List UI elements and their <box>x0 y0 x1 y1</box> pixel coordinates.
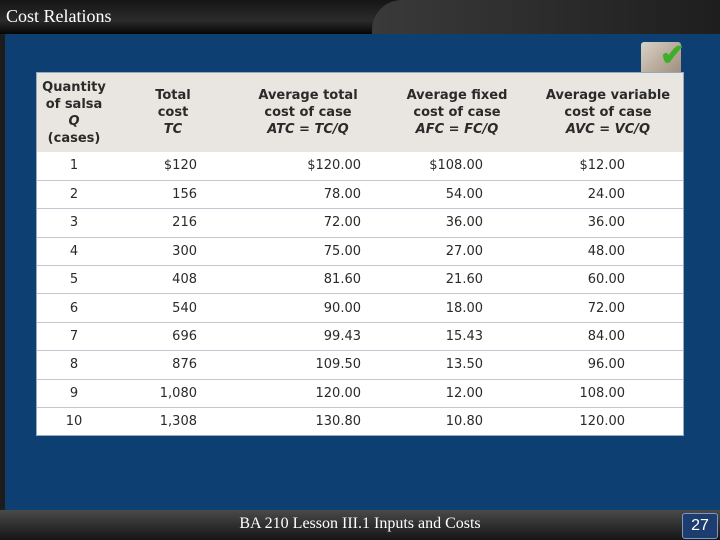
header-line: Quantity <box>42 79 106 95</box>
header-symbol: Q <box>68 113 80 129</box>
table-row: 1 $120 $120.00 $108.00 $12.00 <box>37 152 683 181</box>
table-cell: 36.00 <box>445 215 483 231</box>
table-cell: 15.43 <box>445 329 483 345</box>
header-line: Average fixed <box>406 88 508 103</box>
table-row: 3 216 72.00 36.00 36.00 <box>37 209 683 238</box>
table-header-cell: Total cost TC <box>111 73 235 152</box>
table-row: 5 408 81.60 21.60 60.00 <box>37 266 683 294</box>
table-row: 4 300 75.00 27.00 48.00 <box>37 237 683 266</box>
table-cell: 9 <box>69 385 79 401</box>
table-cell: 10.80 <box>445 414 483 430</box>
left-border <box>0 34 5 510</box>
table-cell: 109.50 <box>315 357 362 373</box>
header-line: cost <box>157 105 189 120</box>
table-cell: 10 <box>65 414 83 430</box>
table-cell: 18.00 <box>445 300 483 316</box>
table-row: 6 540 90.00 18.00 72.00 <box>37 294 683 323</box>
table-cell: 99.43 <box>323 329 361 345</box>
table-cell: 75.00 <box>323 243 361 259</box>
table-cell: 36.00 <box>587 215 625 231</box>
header-line: of salsa <box>45 96 103 112</box>
table-cell: 48.00 <box>587 243 625 259</box>
table-cell: 408 <box>172 272 197 288</box>
table-cell: 81.60 <box>323 272 361 288</box>
header-line: cost of case <box>413 105 501 120</box>
table-cell: 60.00 <box>587 272 625 288</box>
title-bar <box>0 0 720 34</box>
table-cell: 3 <box>69 215 79 231</box>
table-row: 2 156 78.00 54.00 24.00 <box>37 180 683 209</box>
checkmark-icon: ✔ <box>660 39 686 72</box>
table-cell: 72.00 <box>323 215 361 231</box>
table-cell: 13.50 <box>445 357 483 373</box>
header-line: Average total <box>258 88 358 103</box>
page-number: 27 <box>682 513 718 539</box>
table-cell: 54.00 <box>445 187 483 203</box>
table-header-cell: Average total cost of case ATC = TC/Q <box>235 73 381 152</box>
table-cell: 27.00 <box>445 243 483 259</box>
table-cell: 4 <box>69 243 79 259</box>
table-cell: 300 <box>172 243 197 259</box>
header-symbol: AFC = FC/Q <box>415 122 499 137</box>
table-cell: 156 <box>172 187 197 203</box>
table-header-cell: Quantity of salsa Q (cases) <box>37 73 111 152</box>
table-cell: 120.00 <box>579 414 626 430</box>
table-cell: 8 <box>69 357 79 373</box>
slide-title: Cost Relations <box>6 6 112 26</box>
table-cell: 2 <box>69 187 79 203</box>
table-row: 10 1,308 130.80 10.80 120.00 <box>37 408 683 436</box>
table-header-cell: Average variable cost of case AVC = VC/Q <box>533 73 683 152</box>
table-cell: $120.00 <box>307 158 361 174</box>
header-line: Average variable <box>545 88 671 103</box>
table-cell: 876 <box>172 357 197 373</box>
table-cell: 72.00 <box>587 300 625 316</box>
table-cell: $120 <box>163 158 197 174</box>
table-cell: 84.00 <box>587 329 625 345</box>
table-body: 1 $120 $120.00 $108.00 $12.00 2 156 78.00 54.00 2… <box>37 152 683 436</box>
cost-table: Quantity of salsa Q (cases) Total cost TC Avera… <box>36 72 684 436</box>
table-row: 8 876 109.50 13.50 96.00 <box>37 351 683 380</box>
table-row: 7 696 99.43 15.43 84.00 <box>37 322 683 351</box>
table-cell: $108.00 <box>429 158 483 174</box>
table-row: 9 1,080 120.00 12.00 108.00 <box>37 379 683 408</box>
footer-text: BA 210 Lesson III.1 Inputs and Costs <box>239 515 481 532</box>
table-cell: 108.00 <box>579 385 626 401</box>
header-symbol: AVC = VC/Q <box>565 122 651 137</box>
table-cell: 696 <box>172 329 197 345</box>
table-header-row: Quantity of salsa Q (cases) Total cost TC Avera… <box>37 73 683 152</box>
header-unit: (cases) <box>47 130 101 146</box>
table-cell: 216 <box>172 215 197 231</box>
header-line: cost of case <box>264 105 352 120</box>
table-cell: 24.00 <box>587 187 625 203</box>
header-line: cost of case <box>564 105 652 120</box>
table-cell: $12.00 <box>579 158 626 174</box>
footer-bar <box>0 510 720 540</box>
table-cell: 90.00 <box>323 300 361 316</box>
table-cell: 6 <box>69 300 79 316</box>
header-line: Total <box>155 88 191 103</box>
table-cell: 120.00 <box>315 385 362 401</box>
title-bar-swoosh <box>372 0 720 34</box>
table-header-cell: Average fixed cost of case AFC = FC/Q <box>381 73 533 152</box>
table-cell: 1,080 <box>159 385 197 401</box>
table-cell: 130.80 <box>315 414 362 430</box>
table-cell: 1 <box>69 158 79 174</box>
table-cell: 96.00 <box>587 357 625 373</box>
header-symbol: TC <box>163 122 183 137</box>
table-cell: 1,308 <box>159 414 197 430</box>
table-cell: 540 <box>172 300 197 316</box>
table-cell: 12.00 <box>445 385 483 401</box>
table-cell: 5 <box>69 272 79 288</box>
header-symbol: ATC = TC/Q <box>267 122 349 137</box>
table-cell: 21.60 <box>445 272 483 288</box>
table-cell: 78.00 <box>323 187 361 203</box>
table-cell: 7 <box>69 329 79 345</box>
